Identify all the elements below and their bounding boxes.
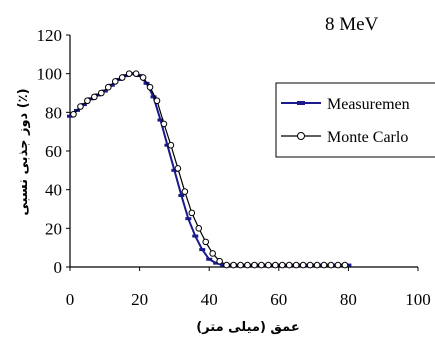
data-point-monte-carlo <box>84 97 91 105</box>
data-point-monte-carlo <box>334 261 342 269</box>
data-point-monte-carlo <box>181 188 189 195</box>
data-point-monte-carlo <box>313 261 321 269</box>
data-point-measurement <box>67 114 73 118</box>
y-axis-title: دوز جذبی نسبی (٪) <box>16 88 31 215</box>
data-point-monte-carlo <box>146 83 154 91</box>
data-point-monte-carlo <box>278 261 286 269</box>
data-point-monte-carlo <box>167 141 175 149</box>
x-tick-label: 20 <box>131 290 148 309</box>
data-point-measurement <box>164 143 171 147</box>
data-point-monte-carlo <box>111 78 119 85</box>
data-point-monte-carlo <box>91 93 98 101</box>
data-point-measurement <box>171 168 178 172</box>
legend: Measuremen Monte Carlo <box>275 82 435 158</box>
y-tick-label: 80 <box>45 103 62 122</box>
data-point-measurement <box>157 118 164 122</box>
y-tick-label: 40 <box>45 181 62 200</box>
data-point-monte-carlo <box>70 110 77 118</box>
data-point-measurement <box>220 263 227 267</box>
data-point-monte-carlo <box>118 74 126 81</box>
data-point-monte-carlo <box>299 261 307 269</box>
data-point-monte-carlo <box>160 120 168 128</box>
data-point-monte-carlo <box>104 83 112 91</box>
legend-label-monte-carlo: Monte Carlo <box>327 129 408 146</box>
data-point-monte-carlo <box>341 261 349 269</box>
data-point-monte-carlo <box>188 209 196 217</box>
y-ticks: 0 20 40 60 80 100 120 <box>37 26 70 277</box>
data-point-measurement <box>213 261 220 265</box>
data-point-monte-carlo <box>139 74 147 81</box>
data-point-measurement <box>192 234 199 238</box>
data-point-monte-carlo <box>216 257 223 265</box>
data-point-measurement <box>108 83 115 87</box>
data-point-monte-carlo <box>292 261 300 269</box>
legend-marker-monte-carlo <box>297 132 305 140</box>
x-tick-label: 100 <box>405 290 431 309</box>
chart-title: 8 MeV <box>325 14 379 35</box>
data-point-measurement <box>101 89 108 93</box>
data-point-monte-carlo <box>327 261 335 269</box>
data-point-monte-carlo <box>230 261 237 269</box>
data-point-monte-carlo <box>251 261 258 269</box>
data-point-monte-carlo <box>202 238 210 246</box>
data-point-measurement <box>150 95 157 99</box>
data-point-measurement <box>185 217 192 221</box>
data-point-monte-carlo <box>174 165 182 172</box>
data-point-measurement <box>206 257 213 261</box>
data-point-monte-carlo <box>132 70 140 77</box>
data-point-monte-carlo <box>125 70 133 77</box>
legend-label-measurement: Measuremen <box>327 96 410 113</box>
data-point-monte-carlo <box>237 261 244 269</box>
data-point-monte-carlo <box>77 103 84 110</box>
data-point-monte-carlo <box>265 261 272 269</box>
data-point-measurement <box>80 103 87 107</box>
x-tick-label: 80 <box>340 290 357 309</box>
data-point-monte-carlo <box>306 261 314 269</box>
data-point-monte-carlo <box>98 89 105 97</box>
data-point-measurement <box>345 263 352 267</box>
data-point-monte-carlo <box>285 261 293 269</box>
legend-marker-measurement <box>297 101 305 105</box>
series-line-monte-carlo <box>73 73 345 266</box>
y-tick-label: 100 <box>37 65 63 84</box>
data-point-measurement <box>199 248 206 252</box>
y-tick-label: 60 <box>45 142 62 161</box>
series-monte-carlo <box>70 70 349 269</box>
data-point-monte-carlo <box>195 225 203 232</box>
x-axis-title: عمق (میلی متر) <box>196 320 300 335</box>
data-point-monte-carlo <box>320 261 328 269</box>
x-ticks: 0 20 40 60 80 100 <box>66 267 431 309</box>
data-point-monte-carlo <box>244 261 251 269</box>
data-point-monte-carlo <box>153 97 161 105</box>
y-tick-label: 120 <box>37 26 63 45</box>
data-point-monte-carlo <box>223 261 230 269</box>
data-point-monte-carlo <box>258 261 265 269</box>
data-point-monte-carlo <box>209 250 216 257</box>
y-tick-label: 0 <box>54 258 63 277</box>
legend-box <box>275 82 435 158</box>
data-point-measurement <box>178 193 185 197</box>
x-tick-label: 40 <box>201 290 218 309</box>
x-tick-label: 0 <box>66 290 75 309</box>
y-tick-label: 20 <box>45 219 62 238</box>
series-layer <box>67 70 352 269</box>
x-tick-label: 60 <box>270 290 287 309</box>
data-point-monte-carlo <box>272 261 279 269</box>
